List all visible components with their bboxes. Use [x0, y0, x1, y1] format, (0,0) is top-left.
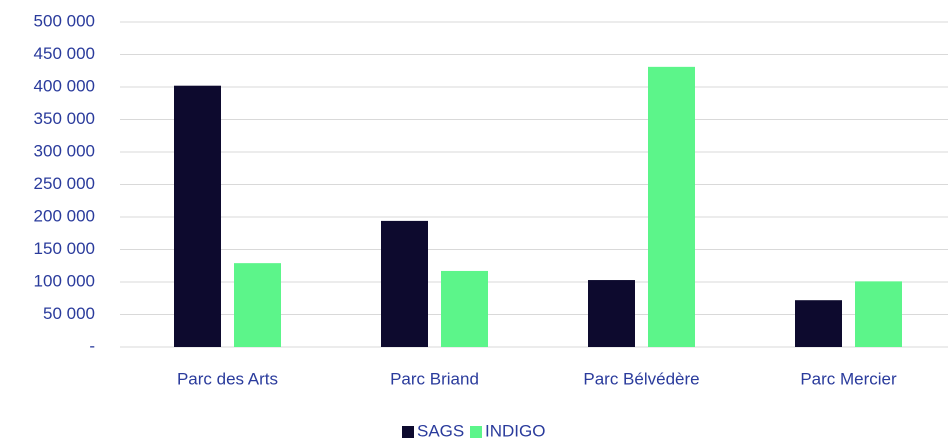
y-tick-label: 500 000	[34, 11, 95, 30]
y-tick-label: 300 000	[34, 141, 95, 160]
x-tick-label: Parc Mercier	[800, 369, 897, 388]
y-tick-label: 100 000	[34, 271, 95, 290]
y-tick-label: 200 000	[34, 206, 95, 225]
bar	[648, 66, 695, 347]
x-tick-label: Parc Briand	[390, 369, 479, 388]
bar	[441, 270, 488, 347]
legend-swatch	[402, 426, 414, 438]
y-tick-label: 450 000	[34, 44, 95, 63]
x-tick-label: Parc des Arts	[177, 369, 278, 388]
legend-label: INDIGO	[485, 421, 545, 440]
bar	[234, 263, 281, 347]
x-tick-label: Parc Bélvédère	[583, 369, 699, 388]
y-tick-label: 350 000	[34, 109, 95, 128]
y-tick-label: 250 000	[34, 174, 95, 193]
bar	[795, 300, 842, 347]
bar	[588, 280, 635, 347]
legend-swatch	[470, 426, 482, 438]
y-tick-label: 50 000	[43, 304, 95, 323]
y-tick-label: -	[89, 336, 95, 355]
bar	[174, 85, 221, 347]
bar	[381, 220, 428, 347]
bar	[855, 281, 902, 347]
y-tick-label: 400 000	[34, 76, 95, 95]
legend-label: SAGS	[417, 421, 464, 440]
y-tick-label: 150 000	[34, 239, 95, 258]
